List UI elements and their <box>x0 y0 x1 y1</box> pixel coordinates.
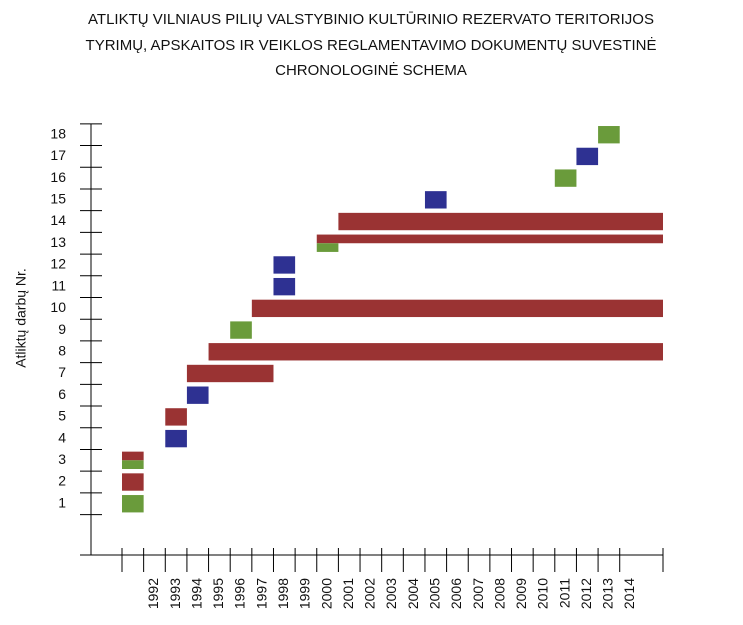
task-bar <box>165 429 187 448</box>
x-tick-label: 2012 <box>578 578 594 609</box>
task-bar <box>122 473 144 491</box>
x-tick-label: 2014 <box>621 578 637 609</box>
y-tick-label: 7 <box>58 364 66 380</box>
x-tick-label: 2009 <box>513 578 529 609</box>
task-bar <box>251 299 663 318</box>
task-bar <box>316 234 663 244</box>
task-bar <box>273 256 296 274</box>
x-tick-label: 2013 <box>600 578 616 609</box>
y-tick-label: 5 <box>58 408 66 424</box>
y-tick-label: 16 <box>50 169 66 185</box>
task-bar <box>316 243 339 252</box>
y-tick-label: 1 <box>58 494 66 510</box>
task-bar <box>598 126 620 144</box>
y-tick-label: 4 <box>58 429 66 445</box>
y-tick-label: 13 <box>50 234 66 250</box>
y-tick-label: 11 <box>51 277 66 293</box>
x-tick-label: 2011 <box>556 578 572 608</box>
y-tick-label: 6 <box>58 386 66 402</box>
task-bar <box>122 460 144 469</box>
y-tick-label: 12 <box>50 256 66 272</box>
x-tick-label: 2005 <box>426 578 442 609</box>
task-bar <box>554 169 577 187</box>
x-tick-label: 1998 <box>275 578 291 609</box>
x-tick-label: 1996 <box>232 578 248 609</box>
task-bar <box>273 277 296 296</box>
x-tick-label: 1993 <box>167 578 183 609</box>
y-tick-label: 17 <box>50 147 66 163</box>
x-tick-label: 2006 <box>448 578 464 609</box>
chart-title: ATLIKTŲ VILNIAUS PILIŲ VALSTYBINIO KULTŪ… <box>88 11 654 28</box>
task-bar <box>122 451 144 461</box>
x-tick-label: 1999 <box>297 578 313 609</box>
x-tick-label: 2008 <box>491 578 507 609</box>
x-tick-label: 2007 <box>470 578 486 609</box>
y-tick-label: 14 <box>50 212 66 228</box>
task-bar <box>424 191 447 209</box>
x-tick-label: 1997 <box>253 578 269 609</box>
x-tick-label: 1994 <box>188 578 204 609</box>
y-tick-label: 2 <box>58 473 66 489</box>
y-axis-label: Atliktų darbų Nr. <box>13 268 29 368</box>
x-tick-label: 2002 <box>362 578 378 609</box>
task-bar <box>576 147 599 166</box>
task-bar <box>186 364 274 383</box>
y-tick-label: 3 <box>58 451 66 467</box>
x-tick-label: 2010 <box>535 578 551 609</box>
task-bar <box>165 408 187 426</box>
task-bar <box>230 321 252 339</box>
task-bar <box>122 495 144 513</box>
task-bar <box>186 386 209 404</box>
task-bar <box>208 343 663 361</box>
x-tick-label: 2001 <box>340 578 356 609</box>
y-tick-label: 15 <box>50 191 66 207</box>
x-tick-label: 2004 <box>405 578 421 609</box>
y-tick-label: 18 <box>50 125 66 141</box>
y-tick-label: 8 <box>58 342 66 358</box>
x-tick-label: 2003 <box>383 578 399 609</box>
x-tick-label: 1995 <box>210 578 226 609</box>
y-tick-label: 10 <box>50 299 66 315</box>
x-tick-label: 1992 <box>145 578 161 609</box>
chart-title: CHRONOLOGINĖ SCHEMA <box>275 61 467 79</box>
y-tick-label: 9 <box>58 321 66 337</box>
chart-title: TYRIMŲ, APSKAITOS IR VEIKLOS REGLAMENTAV… <box>86 36 657 54</box>
x-tick-label: 2000 <box>318 578 334 609</box>
task-bar <box>338 212 663 231</box>
